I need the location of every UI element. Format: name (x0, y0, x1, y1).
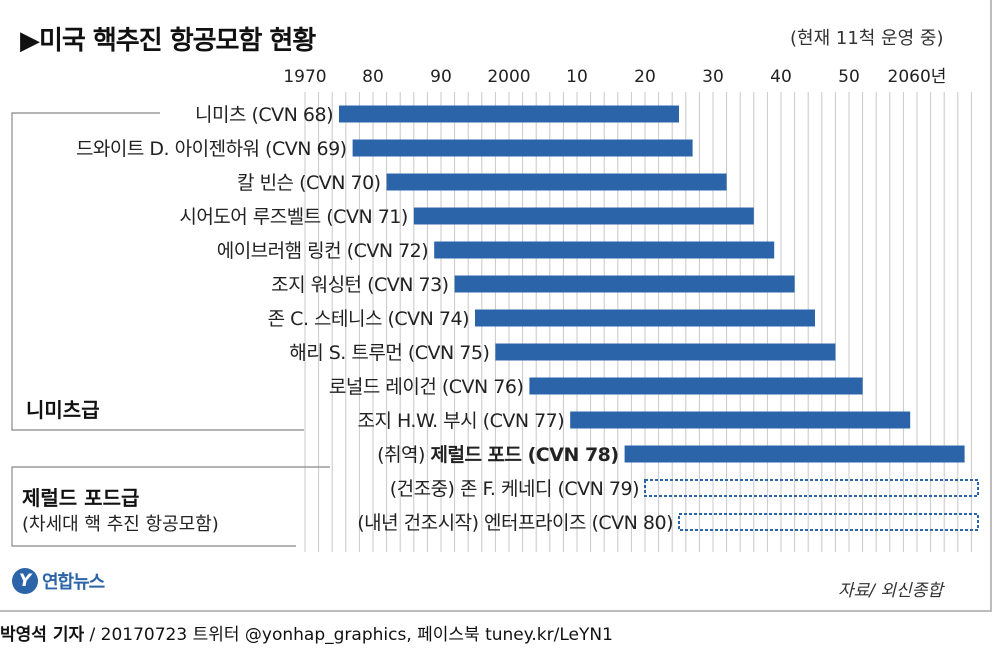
x-tick-label: 2060년 (888, 67, 947, 87)
bar-label: 드와이트 D. 아이젠하워 (CVN 69) (76, 138, 347, 160)
bar-label-prefix: (건조중) (390, 478, 460, 500)
bar-label-name: 로널드 레이건 (CVN 76) (329, 376, 523, 398)
x-tick-label: 20 (634, 67, 656, 87)
bar-label: (건조중) 존 F. 케네디 (CVN 79) (390, 478, 639, 500)
bars (339, 105, 979, 531)
bracket-nimitz (11, 112, 304, 431)
bar-labels: 니미츠 (CVN 68) 드와이트 D. 아이젠하워 (CVN 69) 칼 빈슨 (… (76, 104, 674, 534)
bar-label-name: 해리 S. 트루먼 (CVN 75) (289, 342, 489, 364)
bar-planned (644, 479, 979, 497)
bar (434, 241, 775, 259)
group-label-ford: 제럴드 포드급 (22, 486, 140, 510)
bar-label: 칼 빈슨 (CVN 70) (237, 172, 381, 194)
group-sub-ford: (차세대 핵 추진 항공모함) (22, 514, 219, 535)
source-note: 자료/ 외신종합 (838, 581, 943, 601)
bar (352, 139, 693, 157)
x-axis-ticks: 1970 80 90 2000 10 20 30 40 50 2060년 (283, 67, 946, 87)
bar (624, 445, 965, 463)
bar-label: 존 C. 스테니스 (CVN 74) (268, 308, 469, 330)
bar-label: 니미츠 (CVN 68) (195, 104, 333, 126)
bar-label-name: 칼 빈슨 (CVN 70) (237, 172, 381, 194)
bar-planned (678, 513, 979, 531)
bar (454, 275, 795, 293)
bar (475, 309, 815, 327)
bar-label: 조지 워싱턴 (CVN 73) (271, 274, 449, 296)
page-title: ▶미국 핵추진 항공모함 현황 (20, 26, 316, 56)
group-label-nimitz: 니미츠급 (26, 398, 100, 422)
bar-label-name: 니미츠 (CVN 68) (195, 104, 333, 126)
reporter-name: 박영석 기자 (0, 625, 85, 645)
bar-label-name: 조지 H.W. 부시 (CVN 77) (357, 410, 564, 432)
carrier-timeline-chart: 1970 80 90 2000 10 20 30 40 50 2060년 니미츠 (CVN 68)… (11, 67, 979, 552)
bar-label-prefix: (취역) (377, 444, 430, 466)
yonhap-logo: Y 연합뉴스 (12, 568, 105, 594)
bar-label: (내년 건조시작) 엔터프라이즈 (CVN 80) (357, 512, 673, 534)
x-tick-label: 40 (770, 67, 792, 87)
x-tick-label: 1970 (283, 67, 326, 87)
x-tick-label: 30 (702, 67, 724, 87)
x-tick-label: 2000 (487, 67, 530, 87)
bar (339, 105, 679, 123)
bar-label: 로널드 레이건 (CVN 76) (329, 376, 523, 398)
x-tick-label: 10 (566, 67, 588, 87)
x-tick-label: 50 (838, 67, 860, 87)
credit-footer: 박영석 기자 / 20170723 트위터 @yonhap_graphics, … (0, 620, 613, 645)
bar-label-name: 드와이트 D. 아이젠하워 (CVN 69) (76, 138, 347, 160)
bar-label-name: 시어도어 루즈벨트 (CVN 71) (179, 206, 407, 228)
logo-text: 연합뉴스 (42, 572, 105, 593)
bar-label: 조지 H.W. 부시 (CVN 77) (357, 410, 564, 432)
bar-label-name: 조지 워싱턴 (CVN 73) (271, 274, 449, 296)
graphic-frame (0, 0, 992, 612)
bracket-ford (11, 466, 330, 547)
bar-label-name: 존 F. 케네디 (CVN 79) (460, 478, 639, 500)
bar-label-name: 엔터프라이즈 (CVN 80) (484, 512, 673, 534)
credit-details: / 20170723 트위터 @yonhap_graphics, 페이스북 tu… (84, 625, 613, 645)
bar-label: 시어도어 루즈벨트 (CVN 71) (179, 206, 407, 228)
bar (529, 377, 863, 395)
bar-label-prefix: (내년 건조시작) (357, 512, 484, 534)
x-tick-label: 90 (430, 67, 452, 87)
bar-label-name: 제럴드 포드 (CVN 78) (430, 444, 618, 466)
bar-label: 에이브러햄 링컨 (CVN 72) (217, 240, 428, 262)
group-brackets (11, 112, 330, 547)
x-tick-label: 80 (362, 67, 384, 87)
bar (570, 411, 911, 429)
logo-mark-icon: Y (12, 568, 38, 594)
bar (386, 173, 727, 191)
bar (413, 207, 754, 225)
bar-label: (취역) 제럴드 포드 (CVN 78) (377, 444, 618, 466)
subtitle: (현재 11척 운영 중) (790, 28, 944, 49)
bar (495, 343, 836, 361)
bar-label: 해리 S. 트루먼 (CVN 75) (289, 342, 489, 364)
bar-label-name: 존 C. 스테니스 (CVN 74) (268, 308, 469, 330)
bar-label-name: 에이브러햄 링컨 (CVN 72) (217, 240, 428, 262)
